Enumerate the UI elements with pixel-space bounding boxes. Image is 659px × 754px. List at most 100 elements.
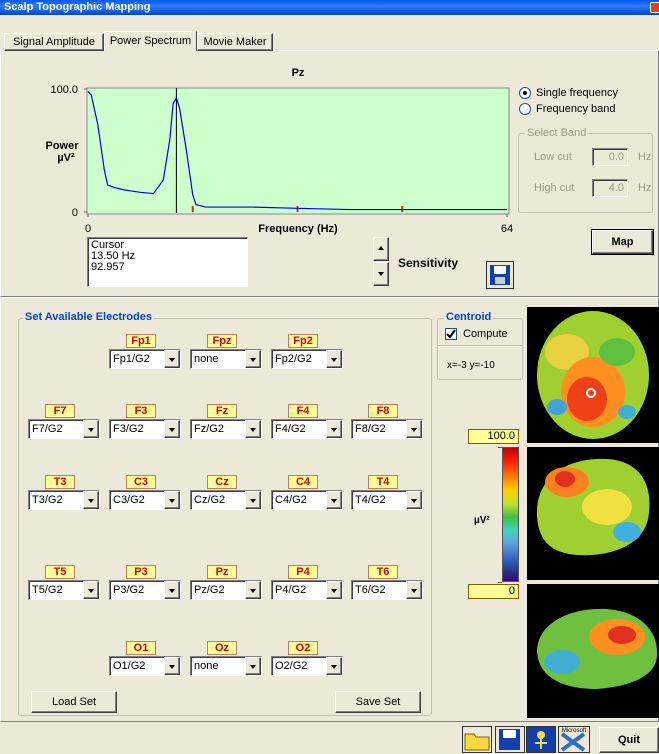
arrow-glyph bbox=[88, 499, 94, 503]
combo-value: F8/G2 bbox=[355, 421, 386, 437]
electrode-label: T6 bbox=[368, 565, 398, 579]
electrode-combo[interactable]: F7/G2 bbox=[28, 419, 100, 439]
y-tick-label: 0 bbox=[72, 207, 78, 219]
map-button[interactable]: Map bbox=[592, 230, 653, 254]
electrode-combo[interactable]: Pz/G2 bbox=[190, 580, 262, 600]
combo-value: Fp2/G2 bbox=[275, 351, 312, 367]
combo-arrow bbox=[83, 581, 99, 599]
electrode-combo[interactable]: T5/G2 bbox=[28, 580, 100, 600]
group-title: Centroid bbox=[444, 311, 493, 323]
electrode-label: F7 bbox=[45, 404, 75, 418]
electrodes-group: Set Available Electrodes Load Set Save S… bbox=[18, 318, 432, 716]
arrow-glyph bbox=[169, 358, 175, 362]
combo-arrow bbox=[164, 581, 180, 599]
electrode-label: F3 bbox=[126, 404, 156, 418]
electrode-combo[interactable]: F8/G2 bbox=[351, 419, 423, 439]
electrode-combo[interactable]: T3/G2 bbox=[28, 490, 100, 510]
combo-arrow bbox=[164, 350, 180, 368]
toolbar-icons: Microsoft bbox=[462, 726, 594, 754]
electrode-label: T4 bbox=[368, 475, 398, 489]
electrode-combo[interactable]: T4/G2 bbox=[351, 490, 423, 510]
open-icon[interactable] bbox=[463, 727, 492, 753]
group-title: Select Band bbox=[525, 127, 588, 139]
electrode-combo[interactable]: P4/G2 bbox=[271, 580, 343, 600]
combo-arrow bbox=[326, 657, 342, 675]
combo-value: C4/G2 bbox=[275, 492, 307, 508]
electrode-combo[interactable]: none bbox=[190, 349, 262, 369]
arrow-glyph bbox=[331, 428, 337, 432]
high-cut-label: High cut bbox=[534, 182, 574, 194]
chart-title: Pz bbox=[292, 67, 305, 79]
combo-value: T6/G2 bbox=[355, 582, 386, 598]
arrow-glyph bbox=[331, 665, 337, 669]
combo-arrow bbox=[326, 420, 342, 438]
centroid-position: x=-3 y=-10 bbox=[447, 360, 495, 371]
combo-value: Cz/G2 bbox=[194, 492, 225, 508]
arrow-glyph bbox=[250, 358, 256, 362]
electrode-combo[interactable]: T6/G2 bbox=[351, 580, 423, 600]
electrode-combo[interactable]: Fp1/G2 bbox=[109, 349, 181, 369]
electrode-combo[interactable]: F4/G2 bbox=[271, 419, 343, 439]
electrode-label: P4 bbox=[288, 565, 318, 579]
y-tick-label: 100.0 bbox=[50, 84, 78, 96]
save-icon[interactable] bbox=[496, 727, 525, 753]
electrode-combo[interactable]: C4/G2 bbox=[271, 490, 343, 510]
electrode-label: Fp1 bbox=[126, 334, 156, 348]
select-band-group: Select Band Low cut 0.0 Hz High cut 4.0 … bbox=[518, 133, 653, 213]
combo-value: O2/G2 bbox=[275, 658, 307, 674]
combo-value: Pz/G2 bbox=[194, 582, 225, 598]
colorbar-label: 100.0 bbox=[468, 429, 519, 444]
arrow-glyph bbox=[250, 499, 256, 503]
combo-value: F7/G2 bbox=[32, 421, 63, 437]
electrode-combo[interactable]: Fz/G2 bbox=[190, 419, 262, 439]
arrow-glyph bbox=[250, 589, 256, 593]
arrow-glyph bbox=[169, 499, 175, 503]
electrode-label: C3 bbox=[126, 475, 156, 489]
low-cut-input[interactable]: 0.0 bbox=[592, 148, 628, 166]
arrow-glyph bbox=[411, 428, 417, 432]
electrode-combo[interactable]: Cz/G2 bbox=[190, 490, 262, 510]
electrode-label: F4 bbox=[288, 404, 318, 418]
x-axis-label: Frequency (Hz) bbox=[258, 223, 338, 235]
radio-button[interactable] bbox=[519, 87, 531, 99]
radio-button[interactable] bbox=[519, 103, 531, 115]
combo-value: P4/G2 bbox=[275, 582, 306, 598]
electrode-combo[interactable]: P3/G2 bbox=[109, 580, 181, 600]
arrow-glyph bbox=[169, 589, 175, 593]
combo-arrow bbox=[406, 581, 422, 599]
electrode-combo[interactable]: C3/G2 bbox=[109, 490, 181, 510]
radio-label: Single frequency bbox=[536, 87, 618, 99]
high-cut-input[interactable]: 4.0 bbox=[592, 179, 628, 197]
quit-button[interactable]: Quit bbox=[599, 727, 659, 753]
x-tick-label: 64 bbox=[501, 223, 513, 235]
combo-value: Fz/G2 bbox=[194, 421, 224, 437]
electrode-combo[interactable]: O2/G2 bbox=[271, 656, 343, 676]
save-set-button[interactable]: Save Set bbox=[335, 691, 421, 713]
sensitivity-down[interactable] bbox=[373, 262, 389, 286]
combo-value: F3/G2 bbox=[113, 421, 144, 437]
electrode-label: Oz bbox=[207, 641, 237, 655]
combo-arrow bbox=[245, 657, 261, 675]
combo-arrow bbox=[245, 350, 261, 368]
electrode-combo[interactable]: Fp2/G2 bbox=[271, 349, 343, 369]
colorbar-tick bbox=[498, 447, 502, 448]
montage-icon[interactable] bbox=[527, 727, 556, 753]
electrode-combo[interactable]: none bbox=[190, 656, 262, 676]
save-icon[interactable] bbox=[486, 261, 514, 289]
separator bbox=[438, 345, 522, 346]
radio-label: Frequency band bbox=[536, 103, 616, 115]
office-icon[interactable]: Microsoft bbox=[559, 727, 590, 753]
low-cut-label: Low cut bbox=[534, 151, 572, 163]
radio-dot bbox=[523, 91, 527, 95]
x-tick-label: 0 bbox=[85, 223, 91, 235]
unit-label: Hz bbox=[638, 151, 651, 163]
load-set-button[interactable]: Load Set bbox=[31, 691, 117, 713]
sensitivity-up[interactable] bbox=[373, 237, 389, 261]
combo-value: F4/G2 bbox=[275, 421, 306, 437]
electrode-combo[interactable]: O1/G2 bbox=[109, 656, 181, 676]
arrow-glyph bbox=[411, 499, 417, 503]
electrode-combo[interactable]: F3/G2 bbox=[109, 419, 181, 439]
combo-arrow bbox=[406, 491, 422, 509]
compute-checkbox[interactable] bbox=[445, 328, 457, 340]
close-button[interactable] bbox=[650, 2, 659, 13]
